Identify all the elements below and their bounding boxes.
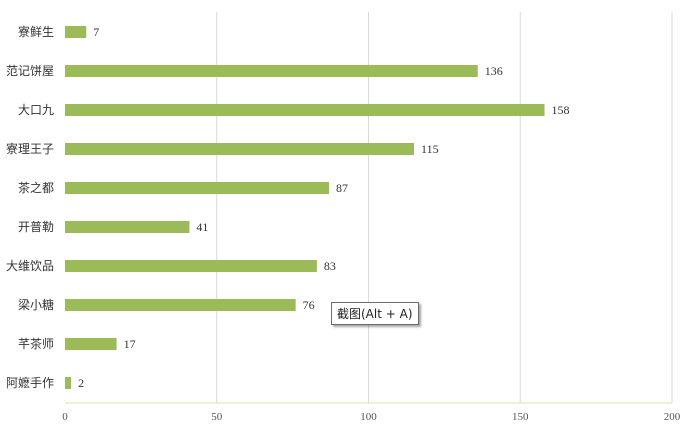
category-label: 阿嬷手作 <box>6 375 54 390</box>
value-label: 41 <box>196 220 208 234</box>
bar <box>65 104 545 116</box>
bar <box>65 338 117 350</box>
value-label: 2 <box>78 376 84 390</box>
category-label: 梁小糖 <box>18 297 54 312</box>
category-label: 茶之都 <box>18 180 54 195</box>
bar <box>65 143 415 155</box>
bar <box>65 221 190 233</box>
value-label: 17 <box>124 337 136 351</box>
x-axis-ticks: 0 50 100 150 200 <box>62 411 681 423</box>
bar <box>65 65 478 77</box>
bar <box>65 26 87 38</box>
value-labels: 7 136 158 115 87 41 83 76 17 2 <box>78 25 569 390</box>
bar <box>65 260 317 272</box>
value-label: 76 <box>303 298 315 312</box>
bar <box>65 182 330 194</box>
x-tick-label: 200 <box>664 411 681 423</box>
x-tick-label: 50 <box>211 411 223 423</box>
bars <box>65 26 545 389</box>
x-tick-label: 100 <box>360 411 377 423</box>
category-label: 寮理王子 <box>6 141 54 156</box>
category-label: 大维饮品 <box>6 259 54 273</box>
screenshot-tooltip: 截图(Alt + A) <box>331 302 419 325</box>
gridlines <box>216 12 673 403</box>
category-label: 大口九 <box>18 103 54 117</box>
value-label: 87 <box>336 181 348 195</box>
value-label: 158 <box>552 103 570 117</box>
category-label: 开普勒 <box>18 220 54 234</box>
category-label: 范记饼屋 <box>6 64 54 78</box>
x-tick-label: 0 <box>62 411 68 423</box>
value-label: 83 <box>324 259 336 273</box>
value-label: 7 <box>93 25 99 39</box>
category-label: 芊茶师 <box>18 336 54 351</box>
category-label: 寮鲜生 <box>18 24 54 39</box>
x-tick-label: 150 <box>512 411 529 423</box>
value-label: 136 <box>485 64 503 78</box>
value-label: 115 <box>421 142 439 156</box>
bar <box>65 299 296 311</box>
bar <box>65 377 72 389</box>
